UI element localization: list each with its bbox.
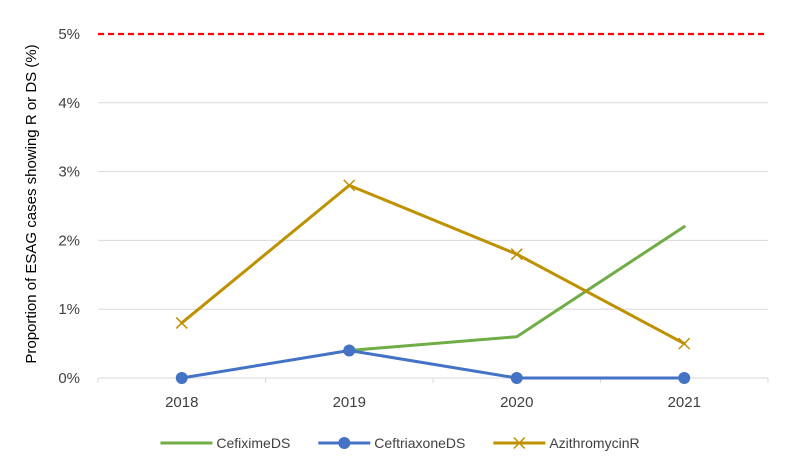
- data-point: [513, 436, 526, 450]
- data-point: [338, 437, 351, 449]
- x-tick-label: 2018: [165, 394, 198, 411]
- series-CeftriaxoneDS: [175, 344, 691, 384]
- data-point: [678, 337, 691, 350]
- x-tick-label: 2020: [500, 394, 533, 411]
- y-axis-label: Proportion of ESAG cases showing R or DS…: [23, 44, 40, 363]
- legend-item: AzithromycinR: [493, 435, 640, 451]
- data-point: [343, 344, 356, 357]
- x-tick-label: 2019: [333, 394, 366, 411]
- data-point-stroke: [343, 179, 356, 192]
- series-line: [347, 225, 686, 352]
- series-CefiximeDS: [347, 225, 686, 352]
- data-point: [175, 372, 188, 384]
- legend-item: CefiximeDS: [160, 435, 290, 451]
- y-tick-label: 3%: [58, 164, 80, 181]
- y-tick-label: 5%: [58, 26, 80, 43]
- y-tick-label: 1%: [58, 301, 80, 318]
- data-point: [175, 316, 188, 329]
- series-AzithromycinR: [175, 179, 691, 350]
- data-point: [510, 372, 523, 384]
- y-tick-label: 4%: [58, 95, 80, 112]
- series-line: [180, 183, 686, 346]
- x-tick-labels: 2018 2019 2020 2021: [165, 394, 701, 411]
- series-group: [175, 179, 691, 384]
- series-line: [180, 348, 686, 380]
- data-point-stroke: [510, 248, 523, 261]
- y-tick-labels: 0% 1% 2% 3% 4% 5%: [58, 26, 80, 387]
- legend-label: CefiximeDS: [216, 435, 290, 451]
- y-tick-label: 2%: [58, 232, 80, 249]
- data-point: [343, 179, 356, 192]
- data-point-stroke: [678, 337, 691, 350]
- legend: CefiximeDS CeftriaxoneDS AzithromycinR: [160, 435, 640, 451]
- data-point-stroke: [175, 316, 188, 329]
- data-point: [510, 248, 523, 261]
- x-tick-label: 2021: [668, 394, 701, 411]
- legend-label: AzithromycinR: [549, 435, 639, 451]
- data-point: [678, 372, 691, 384]
- y-tick-label: 0%: [58, 370, 80, 387]
- data-point-stroke: [513, 436, 526, 450]
- legend-label: CeftriaxoneDS: [374, 435, 465, 451]
- gridlines: [97, 102, 769, 383]
- legend-item: CeftriaxoneDS: [318, 435, 465, 451]
